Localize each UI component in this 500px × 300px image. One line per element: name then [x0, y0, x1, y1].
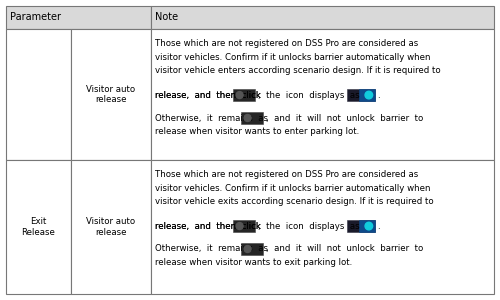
Bar	[347, 89, 375, 101]
Text: .: .	[377, 91, 380, 100]
Text: Those which are not registered on DSS Pro are considered as: Those which are not registered on DSS Pr…	[155, 39, 418, 48]
Bar	[151, 29, 494, 160]
Bar	[71, 29, 151, 160]
Text: release,  and  then  click: release, and then click	[155, 221, 261, 230]
Text: ,  the  icon  displays  as: , the icon displays as	[258, 221, 360, 230]
Text: Visitor auto
release: Visitor auto release	[86, 85, 136, 104]
Circle shape	[244, 245, 251, 253]
Bar	[6, 160, 71, 294]
Circle shape	[236, 223, 243, 230]
Bar	[6, 6, 151, 29]
Text: release when visitor wants to exit parking lot.: release when visitor wants to exit parki…	[155, 258, 352, 267]
Bar	[233, 220, 255, 232]
Text: Parameter: Parameter	[10, 13, 61, 22]
Text: Visitor auto
release: Visitor auto release	[86, 217, 136, 237]
Text: Exit
Release: Exit Release	[22, 217, 56, 237]
Circle shape	[365, 91, 372, 99]
Text: ,  and  it  will  not  unlock  barrier  to: , and it will not unlock barrier to	[266, 244, 423, 253]
Text: .: .	[377, 221, 380, 230]
Text: Those which are not registered on DSS Pro are considered as: Those which are not registered on DSS Pr…	[155, 170, 418, 179]
Bar	[347, 220, 375, 232]
Text: release,  and  then  click: release, and then click	[155, 221, 261, 230]
Text: release when visitor wants to enter parking lot.: release when visitor wants to enter park…	[155, 127, 359, 136]
Bar	[6, 29, 71, 160]
Bar	[359, 89, 375, 101]
Text: Note: Note	[155, 13, 178, 22]
Bar	[71, 160, 151, 294]
Bar	[241, 112, 263, 124]
Text: visitor vehicles. Confirm if it unlocks barrier automatically when: visitor vehicles. Confirm if it unlocks …	[155, 184, 430, 193]
Bar	[359, 220, 375, 232]
Circle shape	[236, 92, 243, 98]
Text: ,  and  it  will  not  unlock  barrier  to: , and it will not unlock barrier to	[266, 113, 423, 122]
Text: visitor vehicle enters according scenario design. If it is required to: visitor vehicle enters according scenari…	[155, 66, 440, 75]
Bar	[233, 89, 255, 101]
Bar	[151, 6, 494, 29]
Circle shape	[365, 222, 372, 230]
Text: Otherwise,  it  remains  as: Otherwise, it remains as	[155, 244, 268, 253]
Circle shape	[244, 115, 251, 122]
Text: ,  the  icon  displays  as: , the icon displays as	[258, 91, 360, 100]
Bar	[241, 243, 263, 255]
Text: release,  and  then  click: release, and then click	[155, 91, 261, 100]
Text: Otherwise,  it  remains  as: Otherwise, it remains as	[155, 113, 268, 122]
Text: release,  and  then  click: release, and then click	[155, 91, 261, 100]
Text: visitor vehicle exits according scenario design. If it is required to: visitor vehicle exits according scenario…	[155, 197, 433, 206]
Bar	[151, 160, 494, 294]
Text: visitor vehicles. Confirm if it unlocks barrier automatically when: visitor vehicles. Confirm if it unlocks …	[155, 53, 430, 62]
